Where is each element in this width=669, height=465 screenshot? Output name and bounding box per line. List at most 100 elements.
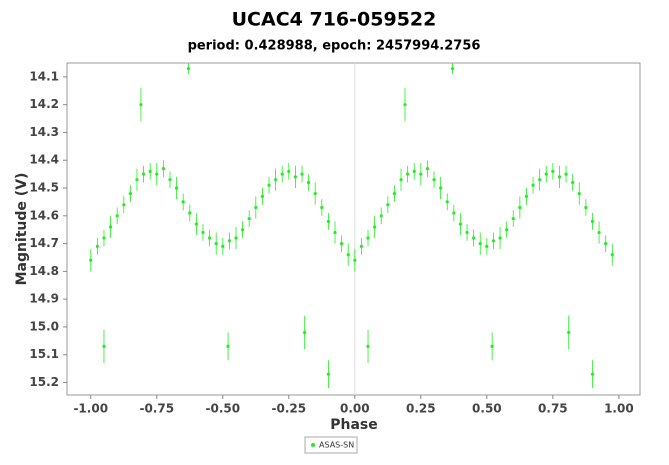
- data-point: [590, 219, 595, 223]
- x-tick-label: 0.00: [340, 402, 370, 416]
- data-point: [452, 211, 456, 215]
- data-point: [432, 178, 436, 182]
- data-point: [498, 236, 502, 240]
- data-point: [584, 205, 588, 210]
- y-tick-label: 14.7: [29, 236, 59, 250]
- data-point: [155, 172, 159, 176]
- legend-marker: [311, 443, 315, 447]
- x-axis-label: Phase: [330, 417, 378, 433]
- y-axis-label: Magnitude (V): [14, 173, 30, 286]
- legend-label: ASAS-SN: [319, 441, 354, 450]
- data-point: [303, 330, 307, 335]
- y-tick-label: 15.0: [29, 319, 59, 333]
- data-point: [399, 178, 403, 182]
- data-point: [590, 372, 595, 376]
- data-point: [379, 214, 383, 218]
- data-point: [524, 194, 529, 198]
- data-point: [274, 178, 278, 182]
- data-point: [102, 236, 106, 240]
- data-point: [465, 230, 469, 235]
- data-point: [188, 211, 192, 215]
- data-point: [240, 228, 245, 232]
- data-point: [450, 66, 455, 71]
- data-point: [544, 172, 548, 176]
- data-point: [518, 205, 522, 210]
- data-point: [326, 219, 331, 223]
- data-point: [221, 244, 225, 248]
- data-point: [340, 241, 344, 246]
- y-tick-label: 14.6: [29, 208, 59, 222]
- data-point: [260, 194, 265, 198]
- y-tick-label: 14.2: [29, 97, 59, 111]
- data-point: [392, 191, 397, 196]
- data-point: [604, 241, 608, 246]
- data-point: [531, 183, 535, 187]
- x-tick-label: -1.00: [73, 402, 108, 416]
- y-tick-label: 14.1: [29, 69, 59, 83]
- x-tick-label: 0.75: [538, 402, 568, 416]
- plot-area: [66, 62, 641, 396]
- data-point: [403, 103, 407, 107]
- data-point: [280, 172, 284, 176]
- data-point: [425, 166, 430, 171]
- data-point: [168, 178, 172, 182]
- data-point: [320, 205, 324, 210]
- x-tick-label: -0.75: [139, 402, 174, 416]
- data-point: [102, 344, 106, 348]
- data-point: [577, 191, 581, 196]
- y-tick-label: 15.2: [29, 375, 59, 389]
- data-point: [201, 230, 205, 235]
- data-point: [141, 172, 146, 176]
- data-point: [511, 216, 515, 221]
- y-tick-label: 14.8: [29, 264, 59, 278]
- data-point: [472, 236, 476, 240]
- data-point: [505, 228, 509, 232]
- y-tick-label: 14.4: [29, 153, 59, 167]
- data-point: [538, 178, 542, 182]
- data-point: [300, 172, 304, 176]
- data-point: [353, 258, 357, 262]
- data-point: [313, 191, 317, 196]
- x-tick-label: -0.25: [272, 402, 307, 416]
- data-point: [108, 225, 113, 229]
- data-point: [419, 172, 423, 176]
- data-point: [485, 244, 489, 248]
- data-point: [445, 200, 449, 204]
- chart-subtitle: period: 0.428988, epoch: 2457994.2756: [188, 39, 481, 54]
- data-point: [478, 241, 482, 246]
- data-point: [406, 172, 410, 176]
- data-point: [359, 244, 364, 248]
- x-tick-label: 1.00: [604, 402, 634, 416]
- data-point: [551, 169, 555, 173]
- data-point: [122, 203, 126, 207]
- data-point: [174, 186, 179, 190]
- chart-title: UCAC4 716-059522: [232, 9, 437, 31]
- data-point: [254, 205, 258, 210]
- data-point: [386, 203, 390, 207]
- data-point: [307, 180, 311, 185]
- legend-box: [304, 436, 358, 454]
- data-point: [287, 169, 291, 173]
- data-point: [412, 169, 416, 173]
- y-tick-label: 14.5: [29, 181, 59, 195]
- data-point: [89, 258, 93, 262]
- data-point: [234, 236, 238, 240]
- data-point: [326, 372, 331, 376]
- data-point: [128, 191, 132, 196]
- data-point: [571, 180, 575, 185]
- data-point: [247, 216, 251, 221]
- data-point: [293, 175, 298, 179]
- data-point: [439, 186, 443, 190]
- data-point: [148, 169, 152, 173]
- data-point: [333, 230, 337, 235]
- data-point: [366, 344, 370, 348]
- data-point: [373, 225, 377, 229]
- data-point: [226, 344, 230, 348]
- data-point: [186, 66, 191, 71]
- data-point: [557, 175, 562, 179]
- data-point: [267, 183, 271, 187]
- y-tick-label: 14.9: [29, 292, 59, 306]
- data-point: [115, 214, 119, 218]
- data-point: [214, 241, 218, 246]
